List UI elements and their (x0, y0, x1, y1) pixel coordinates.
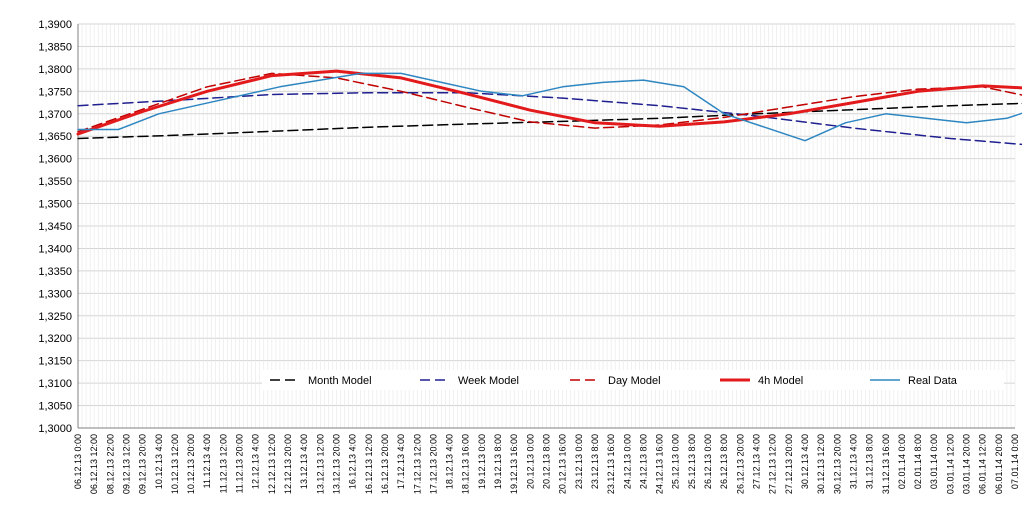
x-tick-label: 10.12.13 20:00 (186, 434, 196, 494)
legend: Month Model Week Model Day Model 4h Model Re… (262, 370, 1004, 390)
x-tick-label: 31.12.13 16:00 (881, 434, 891, 494)
x-tick-label: 11.12.13 20:00 (235, 434, 245, 493)
legend-label: Day Model (608, 375, 661, 387)
x-tick-label: 18.12.13 4:00 (445, 434, 455, 489)
x-tick-label: 13.12.13 12:00 (315, 434, 325, 494)
x-tick-label: 30.12.13 12:00 (816, 434, 826, 494)
x-tick-label: 08.12.13 22:00 (105, 434, 115, 494)
x-tick-label: 16.12.13 4:00 (348, 434, 358, 489)
x-tick-label: 02.01.14 8:00 (913, 434, 923, 489)
legend-label: Month Model (308, 375, 372, 387)
x-tick-label: 31.12.13 8:00 (865, 434, 875, 489)
y-tick-label: 1,3650 (38, 131, 72, 143)
series-line-month-model (77, 102, 1022, 140)
x-tick-label: 26.12.13 8:00 (719, 434, 729, 489)
legend-label: 4h Model (758, 375, 803, 387)
y-axis-tick-labels: 1,3000 1,3050 1,3100 1,3150 1,3200 1,3250 1,33… (38, 19, 72, 435)
x-tick-label: 17.12.13 12:00 (412, 434, 422, 494)
x-tick-label: 24.12.13 0:00 (622, 434, 632, 489)
series-line-day-model (77, 72, 1022, 133)
x-tick-label: 17.12.13 20:00 (428, 434, 438, 494)
x-tick-label: 19.12.13 16:00 (509, 434, 519, 494)
x-tick-label: 09.12.13 12:00 (121, 434, 131, 494)
y-tick-label: 1,3150 (38, 356, 72, 368)
x-tick-label: 20.12.13 16:00 (558, 434, 568, 494)
x-tick-label: 12.12.13 12:00 (267, 434, 277, 494)
x-tick-label: 24.12.13 16:00 (655, 434, 665, 494)
legend-label: Real Data (908, 375, 958, 387)
x-tick-label: 16.12.13 20:00 (380, 434, 390, 494)
x-tick-label: 03.01.14 20:00 (962, 434, 972, 494)
x-tick-label: 30.12.13 20:00 (832, 434, 842, 494)
x-tick-label: 06.01.14 20:00 (994, 434, 1004, 494)
x-tick-label: 19.12.13 0:00 (477, 434, 487, 489)
y-tick-label: 1,3750 (38, 86, 72, 98)
x-tick-label: 20.12.13 8:00 (542, 434, 552, 489)
x-tick-label: 23.12.13 0:00 (574, 434, 584, 489)
x-tick-label: 27.12.13 20:00 (784, 434, 794, 494)
x-tick-label: 06.12.13 0:00 (73, 434, 83, 489)
x-tick-label: 13.12.13 20:00 (331, 434, 341, 494)
y-tick-label: 1,3900 (38, 19, 72, 31)
y-tick-label: 1,3400 (38, 243, 72, 255)
x-tick-label: 10.12.13 12:00 (170, 434, 180, 494)
x-tick-label: 02.01.14 0:00 (897, 434, 907, 489)
series-line-week-model (77, 91, 1022, 146)
y-tick-label: 1,3550 (38, 176, 72, 188)
x-tick-label: 09.12.13 20:00 (138, 434, 148, 494)
series-line-4h-model (76, 69, 1022, 136)
x-tick-label: 24.12.13 8:00 (638, 434, 648, 489)
y-tick-label: 1,3350 (38, 266, 72, 278)
x-tick-label: 20.12.13 0:00 (525, 434, 535, 489)
y-tick-label: 1,3100 (38, 378, 72, 390)
x-tick-label: 12.12.13 4:00 (251, 434, 261, 489)
x-tick-label: 10.12.13 4:00 (154, 434, 164, 489)
legend-label: Week Model (458, 375, 519, 387)
legend-box (262, 370, 1004, 390)
x-tick-label: 16.12.13 12:00 (364, 434, 374, 494)
x-tick-label: 11.12.13 12:00 (218, 434, 228, 493)
y-tick-label: 1,3050 (38, 401, 72, 413)
x-tick-label: 25.12.13 8:00 (687, 434, 697, 489)
y-tick-label: 1,3800 (38, 64, 72, 76)
x-tick-label: 26.12.13 20:00 (735, 434, 745, 494)
x-tick-label: 27.12.13 4:00 (752, 434, 762, 489)
y-tick-label: 1,3700 (38, 109, 72, 121)
y-tick-label: 1,3850 (38, 41, 72, 53)
y-tick-label: 1,3200 (38, 333, 72, 345)
x-tick-label: 18.12.13 16:00 (461, 434, 471, 494)
x-tick-label: 23.12.13 8:00 (590, 434, 600, 489)
gridlines (77, 23, 1016, 429)
x-tick-label: 06.12.13 12:00 (89, 434, 99, 494)
x-tick-label: 25.12.13 0:00 (671, 434, 681, 489)
x-axis-tick-labels: 06.12.13 0:00 06.12.13 12:00 08.12.13 22:0… (73, 434, 1020, 494)
y-tick-label: 1,3000 (38, 423, 72, 435)
y-tick-label: 1,3450 (38, 221, 72, 233)
x-tick-label: 27.12.13 12:00 (768, 434, 778, 494)
x-tick-label: 03.01.14 12:00 (945, 434, 955, 494)
x-tick-label: 11.12.13 4:00 (202, 434, 212, 488)
x-tick-label: 19.12.13 8:00 (493, 434, 503, 489)
x-tick-label: 13.12.13 4:00 (299, 434, 309, 489)
y-tick-label: 1,3250 (38, 311, 72, 323)
x-tick-label: 30.12.13 4:00 (800, 434, 810, 489)
x-tick-label: 23.12.13 16:00 (606, 434, 616, 494)
x-tick-label: 07.01.14 0:00 (1010, 434, 1020, 489)
y-tick-label: 1,3300 (38, 288, 72, 300)
x-tick-label: 12.12.13 20:00 (283, 434, 293, 494)
x-tick-label: 26.12.13 0:00 (703, 434, 713, 489)
y-tick-label: 1,3600 (38, 154, 72, 166)
x-tick-label: 31.12.13 4:00 (848, 434, 858, 489)
series-lines (76, 69, 1022, 146)
x-tick-label: 03.01.14 0:00 (929, 434, 939, 489)
x-tick-label: 17.12.13 4:00 (396, 434, 406, 489)
x-tick-label: 06.01.14 12:00 (978, 434, 988, 494)
series-line-real-data (77, 72, 1022, 142)
y-tick-label: 1,3500 (38, 199, 72, 211)
